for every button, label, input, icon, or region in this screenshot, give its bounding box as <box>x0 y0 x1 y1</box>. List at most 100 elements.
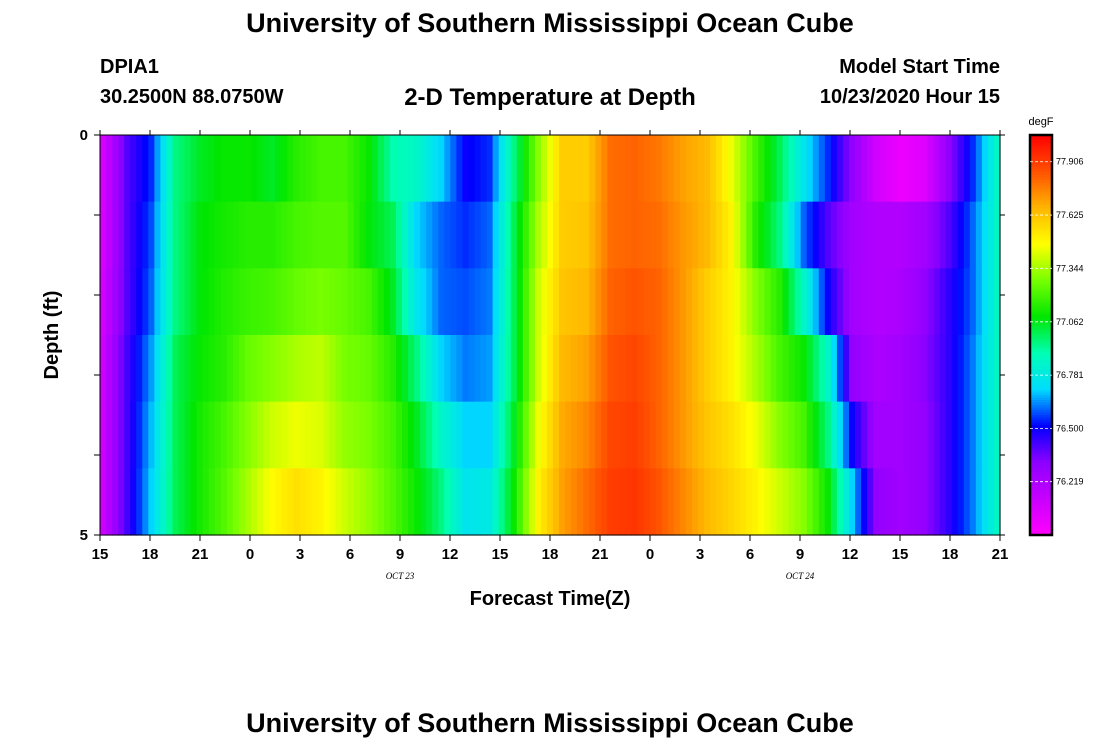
colorbar-segment <box>1030 360 1052 364</box>
heatmap-cell <box>474 335 482 403</box>
heatmap-cell <box>861 401 868 469</box>
heatmap-cell <box>679 401 687 469</box>
heatmap-cell <box>492 401 500 469</box>
heatmap-cell <box>395 268 403 336</box>
colorbar-segment <box>1030 435 1052 439</box>
heatmap-cell <box>697 335 705 403</box>
heatmap-cell <box>498 468 506 536</box>
heatmap-cell <box>758 268 766 336</box>
heatmap-cell <box>873 268 880 336</box>
heatmap-cell <box>595 401 602 469</box>
heatmap-cell <box>957 201 965 269</box>
heatmap-cell <box>444 401 451 469</box>
heatmap-cell <box>238 401 246 469</box>
heatmap-cell <box>196 268 204 336</box>
heatmap-cell <box>450 335 457 403</box>
colorbar-segment <box>1030 425 1052 429</box>
heatmap-cell <box>166 401 174 469</box>
heatmap-cell <box>546 268 554 336</box>
heatmap-cell <box>329 401 337 469</box>
colorbar-segment <box>1030 405 1052 409</box>
heatmap-cell <box>371 135 379 203</box>
colorbar-segment <box>1030 230 1052 234</box>
heatmap-cell <box>281 268 288 336</box>
heatmap-cell <box>945 268 953 336</box>
heatmap-cell <box>993 401 1001 469</box>
heatmap-cell <box>426 468 433 536</box>
heatmap-cell <box>516 401 524 469</box>
heatmap-cell <box>782 468 790 536</box>
colorbar-segment <box>1030 142 1052 146</box>
colorbar-segment <box>1030 455 1052 459</box>
heatmap-cell <box>800 201 808 269</box>
heatmap-cell <box>214 268 222 336</box>
heatmap-cell <box>450 468 457 536</box>
heatmap-cell <box>148 401 155 469</box>
heatmap-cell <box>353 401 361 469</box>
heatmap-cell <box>202 201 210 269</box>
heatmap-cell <box>734 201 741 269</box>
heatmap-cell <box>776 401 784 469</box>
colorbar-segment <box>1030 460 1052 464</box>
heatmap-cell <box>873 201 880 269</box>
heatmap-cell <box>704 468 711 536</box>
heatmap-cell <box>389 201 397 269</box>
heatmap-cell <box>238 335 246 403</box>
heatmap-cell <box>172 268 180 336</box>
heatmap-cell <box>601 268 608 336</box>
heatmap-cell <box>522 268 530 336</box>
heatmap-cell <box>226 135 234 203</box>
x-tick-label: 0 <box>646 546 654 563</box>
colorbar-segment <box>1030 500 1052 504</box>
heatmap-cell <box>861 135 868 203</box>
heatmap-cell <box>891 468 898 536</box>
heatmap-cell <box>395 201 403 269</box>
heatmap-cell <box>172 401 180 469</box>
colorbar-segment <box>1030 190 1052 194</box>
heatmap-cell <box>317 468 325 536</box>
heatmap-cell <box>293 135 300 203</box>
heatmap-cell <box>148 468 155 536</box>
heatmap-cell <box>244 468 252 536</box>
heatmap-cell <box>981 335 989 403</box>
heatmap-cell <box>269 268 276 336</box>
heatmap-cell <box>329 201 337 269</box>
heatmap-cell <box>891 201 898 269</box>
heatmap-cell <box>359 401 367 469</box>
heatmap-cell <box>468 135 476 203</box>
heatmap-cell <box>124 135 131 203</box>
colorbar-segment <box>1030 175 1052 179</box>
heatmap-cell <box>740 268 747 336</box>
heatmap-cell <box>710 201 717 269</box>
heatmap-cell <box>697 401 705 469</box>
heatmap-cell <box>540 335 548 403</box>
colorbar-tick-label: 77.344 <box>1056 263 1084 273</box>
heatmap-cell <box>987 468 995 536</box>
heatmap-cell <box>317 201 325 269</box>
heatmap-cell <box>643 268 651 336</box>
heatmap-cell <box>226 268 234 336</box>
heatmap-cell <box>806 135 814 203</box>
heatmap-cell <box>951 401 959 469</box>
heatmap-cell <box>124 335 131 403</box>
heatmap-cell <box>637 268 645 336</box>
colorbar-frame <box>1028 133 1054 537</box>
heatmap-cell <box>685 201 693 269</box>
heatmap-cell <box>480 201 488 269</box>
heatmap-cell <box>365 335 373 403</box>
heatmap-cell <box>975 335 983 403</box>
heatmap-cell <box>885 401 892 469</box>
heatmap-cell <box>257 401 264 469</box>
heatmap-cell <box>100 268 107 336</box>
heatmap-cell <box>933 468 941 536</box>
heatmap-cell <box>879 135 886 203</box>
heatmap-cell <box>830 401 838 469</box>
colorbar-segment <box>1030 177 1052 181</box>
heatmap-cell <box>601 135 608 203</box>
heatmap-cell <box>746 135 753 203</box>
heatmap-cell <box>710 135 717 203</box>
colorbar-segment <box>1030 322 1052 326</box>
heatmap-cell <box>365 401 373 469</box>
heatmap-cell <box>716 401 723 469</box>
heatmap-cell <box>178 135 186 203</box>
